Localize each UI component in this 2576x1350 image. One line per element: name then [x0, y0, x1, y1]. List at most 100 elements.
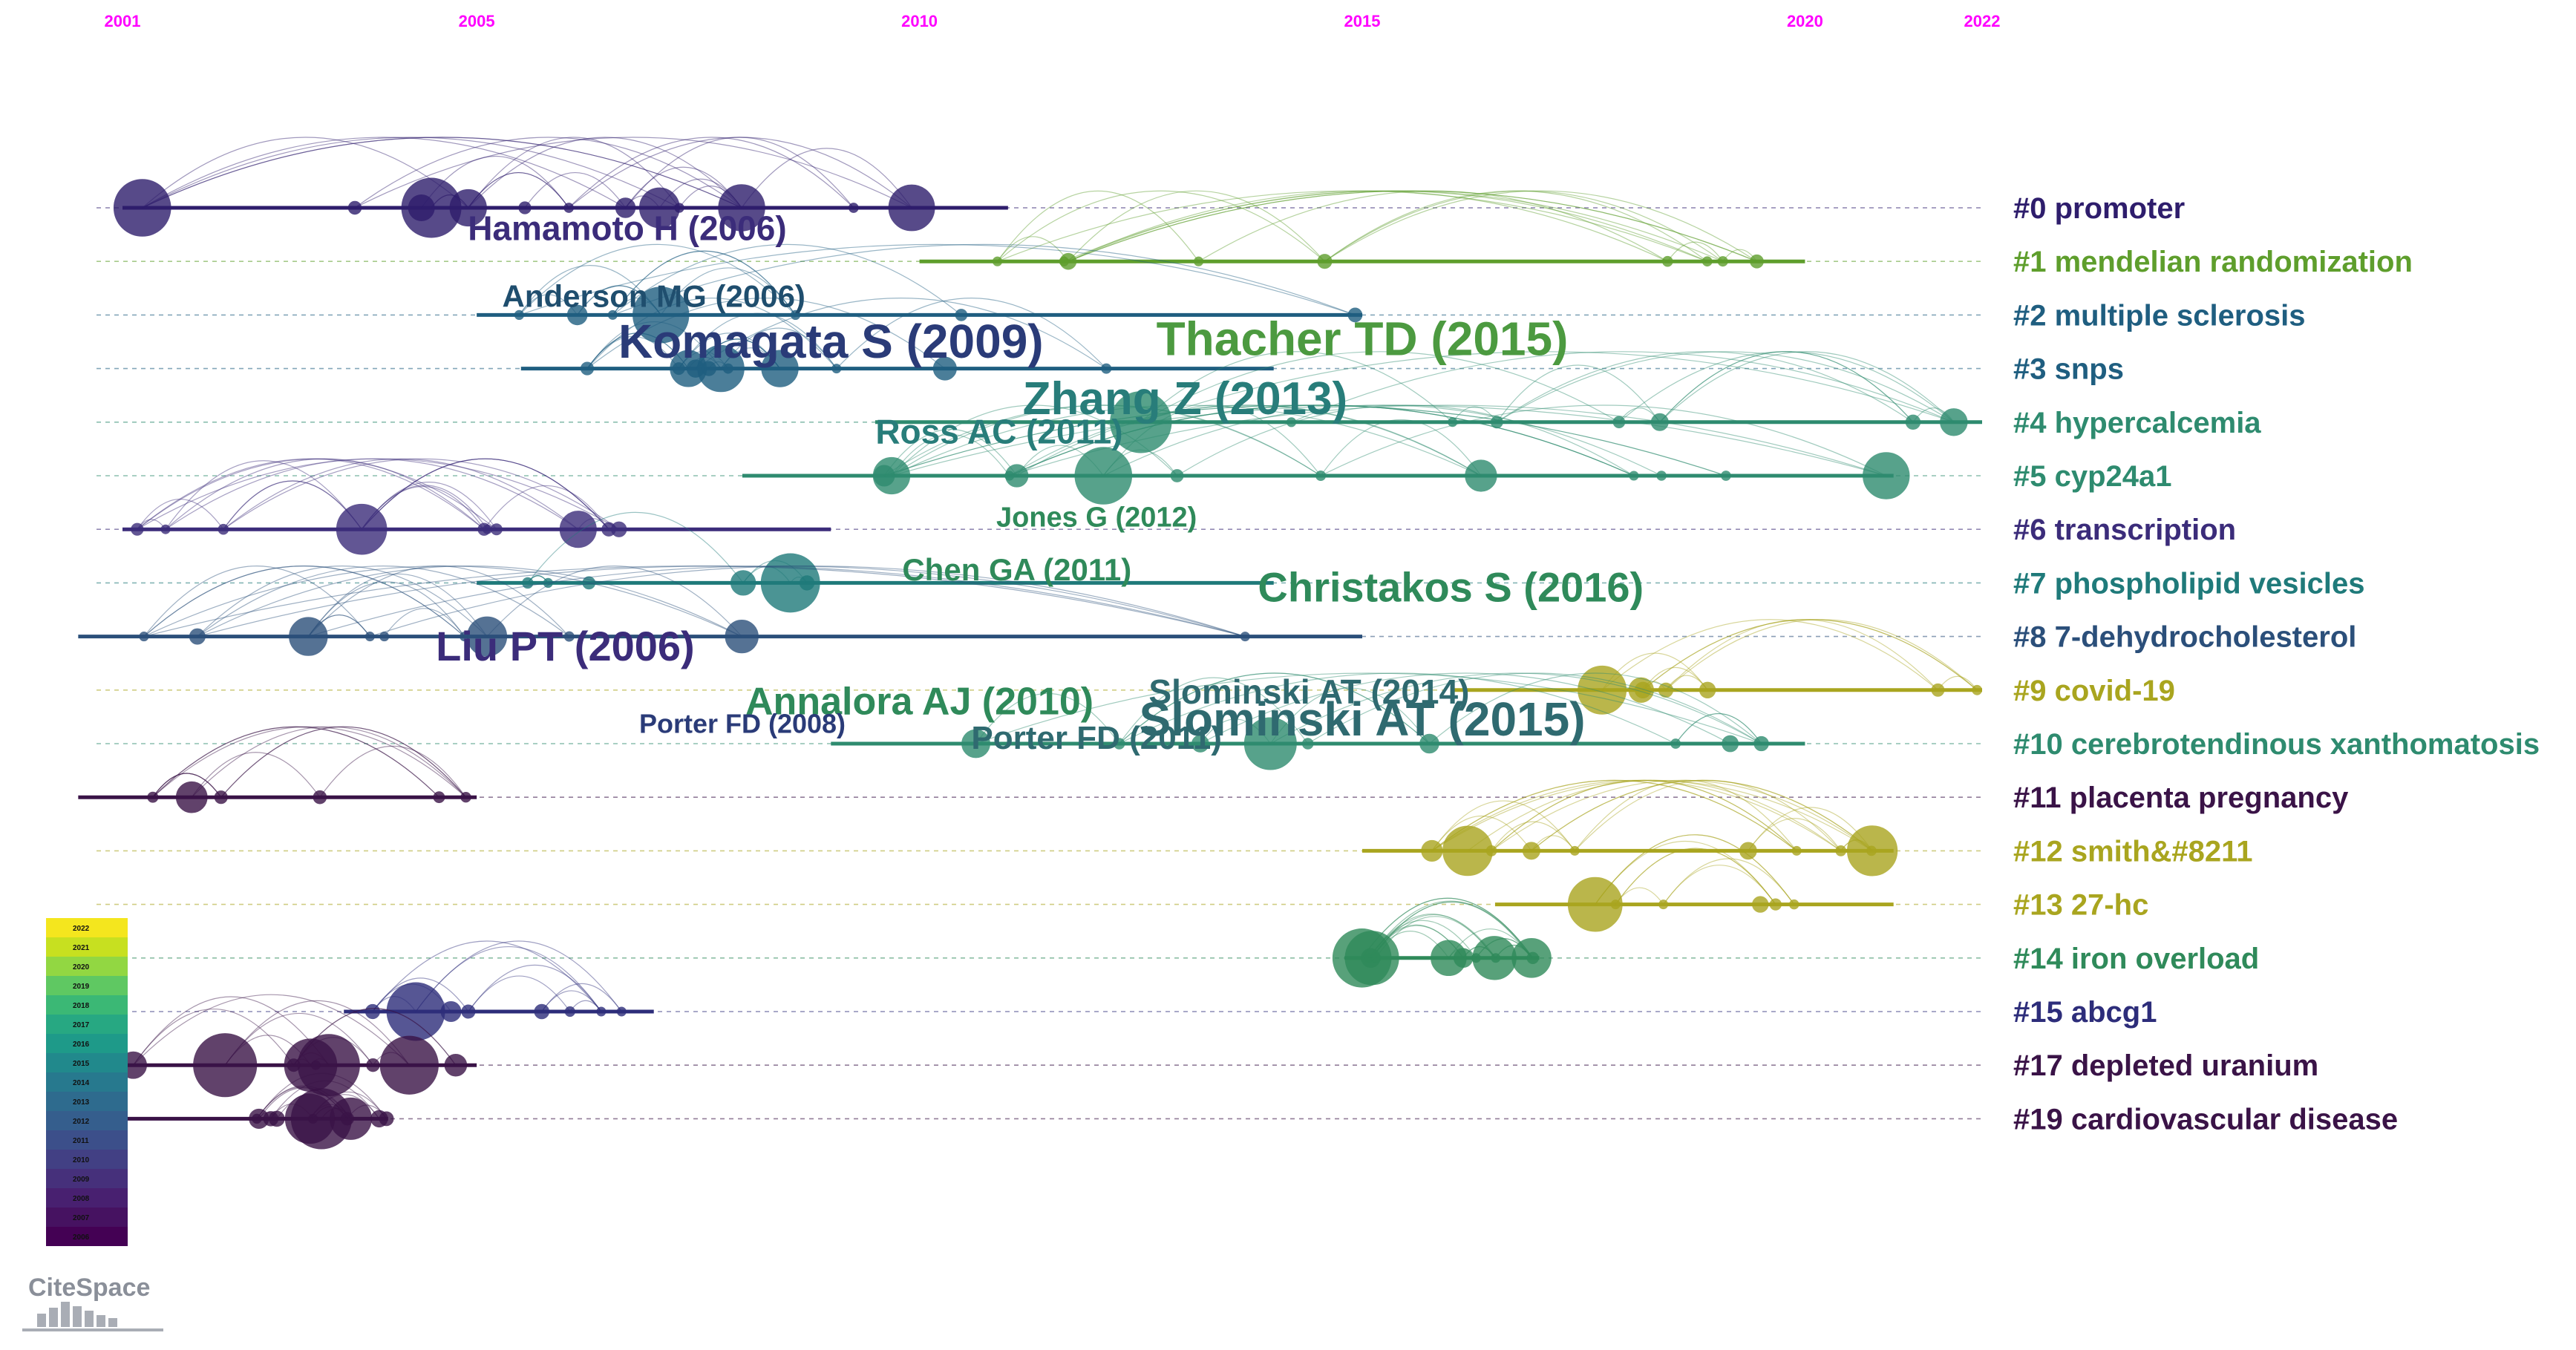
citation-arc: [1618, 351, 1955, 423]
citation-node: [1194, 256, 1204, 266]
citation-node: [297, 1034, 360, 1097]
citation-node: [1670, 738, 1681, 749]
author-label: Jones G (2012): [996, 502, 1197, 534]
author-label: Ross AC (2011): [875, 413, 1122, 451]
legend-swatch: [46, 1188, 128, 1208]
citation-node: [218, 523, 229, 535]
logo-bar-1: [37, 1314, 46, 1327]
citation-arc: [1269, 687, 1430, 744]
legend-year: 2015: [73, 1060, 90, 1068]
legend-swatch: [46, 1150, 128, 1169]
citation-arc: [741, 148, 912, 209]
citation-arc: [1601, 619, 1938, 691]
citation-arc: [270, 1080, 380, 1119]
legend-swatch: [46, 976, 128, 995]
citation-node: [1835, 845, 1847, 856]
citation-arc: [586, 332, 689, 369]
citation-arc: [568, 137, 912, 209]
citation-arc: [142, 137, 680, 209]
legend-year: 2008: [73, 1195, 90, 1203]
citation-arc: [612, 243, 962, 315]
year-tick: 2005: [459, 12, 495, 30]
citation-arc: [1371, 901, 1532, 959]
legend-swatch: [46, 1015, 128, 1034]
citation-node: [1752, 896, 1769, 913]
author-label: Hamamoto H (2006): [468, 209, 786, 247]
citation-arc: [133, 1008, 295, 1066]
citation-node: [955, 309, 968, 321]
citation-arc: [486, 566, 742, 638]
cluster-label: #19 cardiovascular disease: [2013, 1103, 2398, 1136]
citation-arc: [372, 940, 602, 1012]
citation-arc: [370, 566, 1246, 638]
cluster-lane: [97, 672, 1982, 770]
cluster-label: #10 cerebrotendinous xanthomatosis: [2013, 728, 2540, 761]
legend-swatch: [46, 1208, 128, 1227]
citation-arc: [361, 458, 609, 530]
citation-arc: [142, 137, 742, 209]
citation-arc: [1675, 712, 1762, 744]
logo-bar-4: [73, 1306, 82, 1327]
legend-year: 2011: [73, 1137, 89, 1145]
citation-arc: [1119, 672, 1430, 744]
citation-node: [1490, 416, 1503, 429]
citation-node: [1650, 413, 1669, 431]
citation-arc: [197, 566, 742, 638]
legend-year: 2009: [73, 1176, 90, 1184]
cluster-label: #15 abcg1: [2013, 996, 2157, 1029]
citation-nodes: [113, 177, 935, 238]
citation-arc: [997, 190, 1707, 262]
citation-arc: [1659, 351, 1914, 423]
cluster-lanes: [78, 137, 1983, 1150]
legend-year: 2016: [73, 1041, 90, 1049]
citation-node: [1074, 447, 1133, 505]
cluster-lane: [97, 458, 1982, 555]
cluster-lane: [97, 351, 1982, 453]
author-label: Chen GA (2011): [902, 552, 1131, 587]
citation-arc: [468, 172, 569, 209]
citation-node: [189, 628, 206, 645]
author-label: Thacher TD (2015): [1157, 312, 1569, 366]
citation-arc: [137, 498, 224, 530]
citespace-logo: CiteSpace: [22, 1274, 163, 1331]
citation-arc: [152, 726, 439, 798]
legend-year: 2021: [73, 944, 90, 952]
legend-swatch: [46, 1053, 128, 1072]
citation-node: [1113, 738, 1125, 750]
citation-node: [582, 576, 596, 590]
citation-node: [760, 553, 820, 613]
citation-node: [269, 1110, 285, 1127]
citation-arc: [1064, 190, 1723, 262]
citation-arc: [1068, 190, 1757, 262]
citation-node: [615, 197, 636, 218]
citation-node: [214, 790, 228, 805]
citation-arc: [1595, 834, 1795, 905]
citation-nodes: [992, 252, 1764, 270]
citation-node: [313, 790, 327, 805]
citation-arc: [695, 298, 1107, 370]
cluster-lane: [97, 512, 1982, 613]
citation-arc: [1009, 404, 1886, 476]
legend-year: 2014: [73, 1079, 90, 1087]
citation-node: [1243, 717, 1297, 770]
citation-arc: [1068, 190, 1325, 262]
cluster-label: #12 smith&#8211: [2013, 835, 2252, 868]
citation-node: [1442, 825, 1493, 876]
citation-arc: [1491, 779, 1873, 851]
citation-node: [607, 309, 618, 320]
citation-node: [1522, 842, 1540, 860]
citation-node: [386, 982, 445, 1041]
citation-node: [563, 203, 575, 213]
citation-node: [961, 729, 990, 758]
citation-arc: [1531, 779, 1873, 851]
citation-arc: [586, 335, 679, 369]
cluster-lane: [97, 298, 1982, 393]
legend-swatch: [46, 937, 128, 957]
citation-arc: [1642, 619, 1978, 691]
citation-arc: [883, 404, 1727, 476]
citation-arc: [997, 190, 1325, 262]
citation-arc: [1429, 672, 1762, 744]
citation-arc: [1324, 190, 1757, 262]
citation-node: [365, 1003, 381, 1020]
citation-arc: [137, 458, 620, 530]
